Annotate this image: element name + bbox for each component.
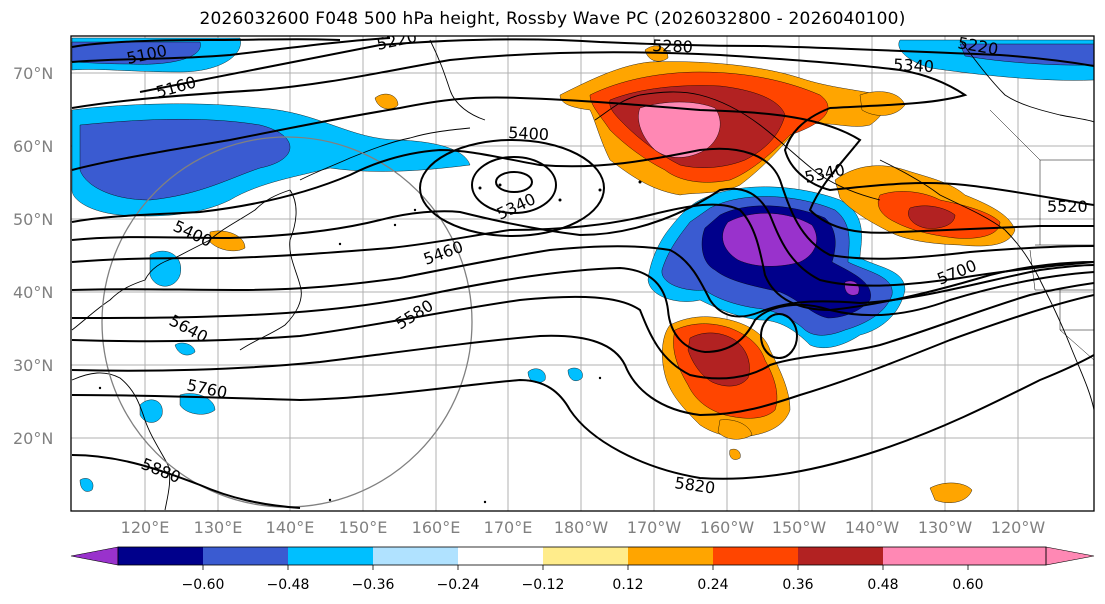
lat-label: 50°N xyxy=(13,210,53,229)
lon-label: 140°W xyxy=(845,518,900,537)
colorbar-segment xyxy=(798,547,883,565)
contour-label: 5160 xyxy=(154,72,198,101)
contour-label: 5400 xyxy=(170,216,215,250)
contour-label: 5280 xyxy=(652,36,693,56)
figure-title: 2026032600 F048 500 hPa height, Rossby W… xyxy=(199,9,906,29)
colorbar-segment xyxy=(288,547,373,565)
negative-anomaly-fields xyxy=(71,37,1094,492)
lon-label: 160°W xyxy=(700,518,755,537)
latitude-labels: 70°N 60°N 50°N 40°N 30°N 20°N xyxy=(13,64,53,448)
colorbar-tick-label: −0.60 xyxy=(182,577,225,593)
colorbar-tick-label: 0.24 xyxy=(697,577,728,593)
contour-label: 5400 xyxy=(508,123,550,144)
lat-label: 70°N xyxy=(13,64,53,83)
colorbar-segment xyxy=(203,547,288,565)
colorbar-tick-label: 0.36 xyxy=(782,577,813,593)
lat-label: 20°N xyxy=(13,429,53,448)
contour-label: 5220 xyxy=(375,27,419,54)
colorbar-tick-label: −0.48 xyxy=(267,577,310,593)
contour-label: 5460 xyxy=(421,237,466,269)
lon-label: 130°E xyxy=(194,518,243,537)
lon-label: 140°E xyxy=(266,518,315,537)
colorbar-outline xyxy=(117,546,1047,566)
lon-label: 170°E xyxy=(484,518,533,537)
lat-label: 40°N xyxy=(13,283,53,302)
lon-label: 160°E xyxy=(412,518,461,537)
contour-label: 5820 xyxy=(673,473,716,497)
lat-label: 60°N xyxy=(13,137,53,156)
colorbar-extend-max xyxy=(1045,546,1095,566)
colorbar-segment xyxy=(883,547,968,565)
colorbar-tick-label: 0.12 xyxy=(612,577,643,593)
colorbar-segment xyxy=(373,547,458,565)
height-contours xyxy=(71,37,1094,509)
lon-label: 150°W xyxy=(772,518,827,537)
lon-label: 130°W xyxy=(918,518,973,537)
islands xyxy=(98,180,642,504)
colorbar-tick-label: 0.48 xyxy=(867,577,898,593)
lon-label: 120°E xyxy=(121,518,170,537)
colorbar-segment xyxy=(968,547,1046,565)
colorbar-extend-min xyxy=(70,546,119,566)
contour-label: 5340 xyxy=(494,189,539,223)
lon-label: 180°W xyxy=(554,518,609,537)
map-frame xyxy=(70,35,1095,512)
colorbar-segment xyxy=(458,547,543,565)
colorbar-tick-label: −0.36 xyxy=(352,577,395,593)
lon-label: 170°W xyxy=(627,518,682,537)
contour-label: 5580 xyxy=(392,296,437,334)
colorbar-tick-label: −0.24 xyxy=(437,577,480,593)
colorbar: −0.60 −0.48 −0.36 −0.24 −0.12 0.12 0.24 … xyxy=(70,546,1095,593)
contour-label: 5520 xyxy=(1047,197,1088,216)
longitude-labels: 120°E 130°E 140°E 150°E 160°E 170°E 180°… xyxy=(121,518,1046,537)
colorbar-segment xyxy=(118,547,203,565)
lat-label: 30°N xyxy=(13,356,53,375)
colorbar-segment xyxy=(628,547,713,565)
colorbar-tick-label: −0.12 xyxy=(522,577,565,593)
lon-label: 150°E xyxy=(339,518,388,537)
lon-label: 120°W xyxy=(991,518,1046,537)
colorbar-segment xyxy=(713,547,798,565)
contour-label: 5340 xyxy=(893,55,935,76)
contour-label: 5220 xyxy=(956,33,999,59)
colorbar-tick-label: 0.60 xyxy=(952,577,983,593)
coastlines xyxy=(71,39,1094,511)
colorbar-segment xyxy=(543,547,628,565)
